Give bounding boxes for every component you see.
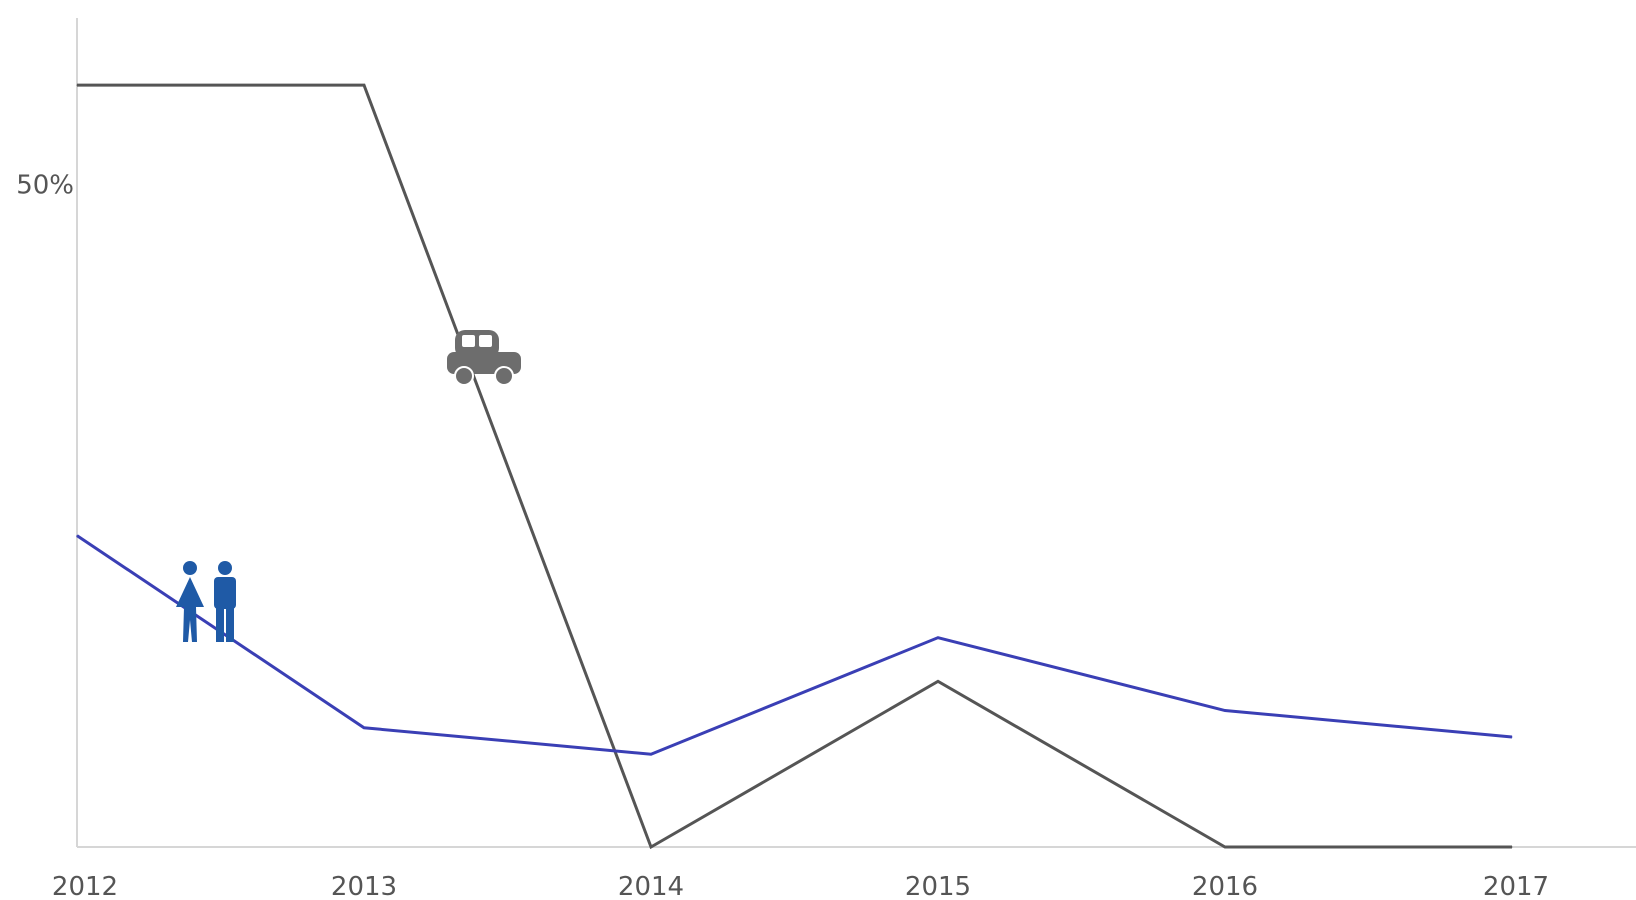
x-tick-label: 2015 xyxy=(905,872,971,900)
x-tick-label: 2013 xyxy=(331,872,397,900)
series-lines xyxy=(76,83,1513,850)
data-point-car xyxy=(1224,846,1226,848)
y-tick-label: 50% xyxy=(16,171,74,201)
x-tick-label: 2014 xyxy=(618,872,684,900)
data-point-people xyxy=(1224,710,1226,712)
series-line-car xyxy=(77,83,1512,850)
car-icon xyxy=(447,330,521,386)
data-point-people xyxy=(650,753,652,755)
data-point-people xyxy=(1511,736,1513,738)
x-tick-label: 2012 xyxy=(52,872,118,900)
y-tick-labels: 50% xyxy=(16,171,74,201)
series-icons xyxy=(176,330,521,642)
people-icon xyxy=(176,561,236,642)
data-point-people xyxy=(363,727,365,729)
data-point-car xyxy=(650,846,652,848)
data-point-people xyxy=(76,535,78,537)
data-point-car xyxy=(937,680,939,682)
data-point-car xyxy=(363,84,365,86)
data-point-car xyxy=(1511,846,1513,848)
data-point-car xyxy=(76,84,78,86)
x-tick-label: 2016 xyxy=(1192,872,1258,900)
x-tick-label: 2017 xyxy=(1483,872,1549,900)
data-point-people xyxy=(937,637,939,639)
x-tick-labels: 2012 2013 2014 2015 2016 2017 xyxy=(52,872,1549,900)
series-line-people xyxy=(76,534,1513,756)
axes xyxy=(76,18,1636,848)
